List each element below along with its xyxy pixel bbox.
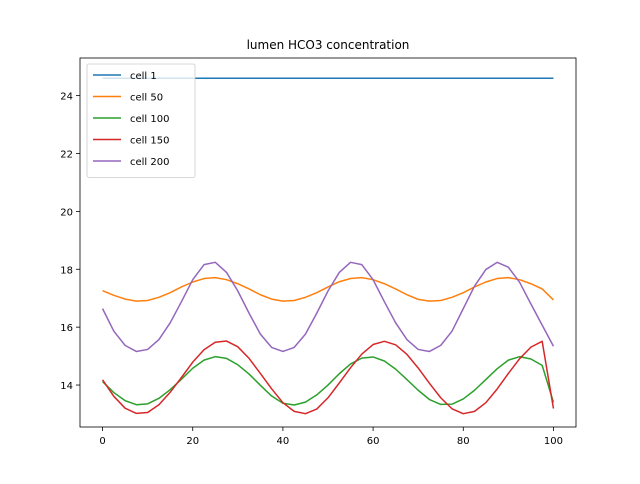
x-tick-label: 60 xyxy=(367,436,380,447)
legend-label-cell-100: cell 100 xyxy=(130,114,169,125)
legend-label-cell-50: cell 50 xyxy=(130,93,163,104)
legend-label-cell-1: cell 1 xyxy=(130,71,157,82)
y-tick-label: 22 xyxy=(60,150,73,161)
y-tick-label: 24 xyxy=(60,92,73,103)
y-tick-label: 14 xyxy=(60,381,73,392)
series-group xyxy=(101,77,555,415)
legend-label-cell-200: cell 200 xyxy=(130,157,169,168)
plot-frame xyxy=(79,57,577,428)
y-tick-label: 18 xyxy=(60,265,73,276)
x-tick-label: 80 xyxy=(457,436,470,447)
x-tick-label: 20 xyxy=(186,436,199,447)
y-axis: 14 16 18 20 22 24 xyxy=(60,92,80,392)
x-tick-label: 0 xyxy=(99,436,105,447)
series-line-cell-150 xyxy=(101,340,555,415)
y-tick-label: 20 xyxy=(60,207,73,218)
x-axis: 0 20 40 60 80 100 xyxy=(99,427,563,447)
x-tick-label: 100 xyxy=(544,436,563,447)
x-tick-label: 40 xyxy=(277,436,290,447)
series-line-cell-50 xyxy=(102,276,554,302)
plot-area xyxy=(79,57,577,428)
y-tick-label: 16 xyxy=(60,323,73,334)
legend: cell 1 cell 50 cell 100 cell 150 cell 200 xyxy=(86,63,196,178)
series-line-cell-200 xyxy=(101,261,555,353)
legend-label-cell-150: cell 150 xyxy=(130,136,169,147)
chart-title: lumen HCO3 concentration xyxy=(247,38,410,52)
legend-box xyxy=(86,63,196,178)
